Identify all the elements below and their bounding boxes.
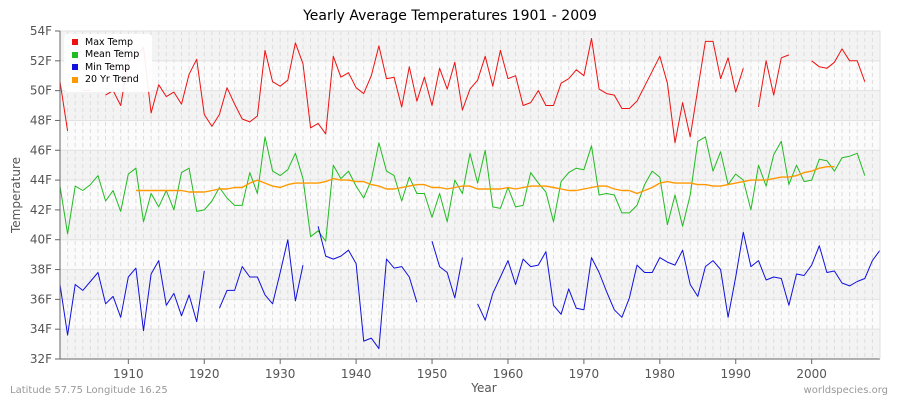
legend-item-min-temp[interactable]: Min Temp xyxy=(64,61,152,74)
y-tick-label: 50F xyxy=(30,84,52,98)
legend: Max Temp Mean Temp Min Temp 20 Yr Trend xyxy=(64,34,152,92)
legend-label: Max Temp xyxy=(85,36,133,48)
green-square-icon xyxy=(72,51,78,58)
min-temp-line xyxy=(431,241,463,299)
legend-label: Mean Temp xyxy=(85,49,140,61)
max-temp-line xyxy=(105,38,744,144)
y-axis-title: Temperature xyxy=(9,157,23,234)
legend-label: Min Temp xyxy=(85,61,131,73)
legend-label: 20 Yr Trend xyxy=(85,74,139,86)
min-temp-line xyxy=(59,260,205,336)
x-tick-label: 1980 xyxy=(645,367,676,381)
y-tick-label: 32F xyxy=(30,352,52,366)
min-temp-line xyxy=(218,239,304,309)
x-tick-label: 1910 xyxy=(113,367,144,381)
x-tick-label: 1930 xyxy=(265,367,296,381)
blue-square-icon xyxy=(72,64,78,71)
x-tick-label: 1950 xyxy=(417,367,448,381)
mean-temp-line xyxy=(59,136,866,242)
min-temp-line xyxy=(477,231,881,321)
y-tick-label: 44F xyxy=(30,173,52,187)
max-temp-line xyxy=(59,81,69,131)
y-tick-label: 36F xyxy=(30,292,52,306)
x-tick-label: 1920 xyxy=(189,367,220,381)
x-tick-label: 1970 xyxy=(569,367,600,381)
y-axis-labels: 54F 52F 50F 48F 46F 44F 42F 40F 38F 36F 34F 32F xyxy=(30,24,52,366)
x-axis-title: Year xyxy=(470,381,496,395)
y-tick-label: 40F xyxy=(30,233,52,247)
axes xyxy=(55,30,881,364)
x-tick-label: 1960 xyxy=(493,367,524,381)
x-tick-label: 1990 xyxy=(720,367,751,381)
20-yr-trend-line xyxy=(135,165,835,195)
chart-title: Yearly Average Temperatures 1901 - 2009 xyxy=(303,8,597,24)
y-tick-label: 48F xyxy=(30,113,52,127)
red-square-icon xyxy=(72,39,78,46)
y-tick-label: 34F xyxy=(30,322,52,336)
footer-location: Latitude 57.75 Longitude 16.25 xyxy=(10,385,168,396)
footer-source[interactable]: worldspecies.org xyxy=(803,385,888,396)
data-series xyxy=(59,38,881,350)
x-tick-label: 1940 xyxy=(341,367,372,381)
legend-item-max-temp[interactable]: Max Temp xyxy=(64,36,152,49)
max-temp-line xyxy=(811,48,866,82)
y-tick-label: 54F xyxy=(30,24,52,38)
x-axis-labels: 1910 1920 1930 1940 1950 1960 1970 1980 1990 2000 xyxy=(113,367,827,381)
y-tick-label: 38F xyxy=(30,263,52,277)
legend-item-mean-temp[interactable]: Mean Temp xyxy=(64,49,152,62)
grid-lines xyxy=(60,30,881,360)
orange-square-icon xyxy=(72,76,78,83)
y-tick-label: 52F xyxy=(30,54,52,68)
y-tick-label: 42F xyxy=(30,203,52,217)
max-temp-line xyxy=(758,54,790,108)
x-tick-label: 2000 xyxy=(796,367,827,381)
legend-item-20yr-trend[interactable]: 20 Yr Trend xyxy=(64,74,152,87)
min-temp-line xyxy=(317,226,418,350)
y-tick-label: 46F xyxy=(30,143,52,157)
